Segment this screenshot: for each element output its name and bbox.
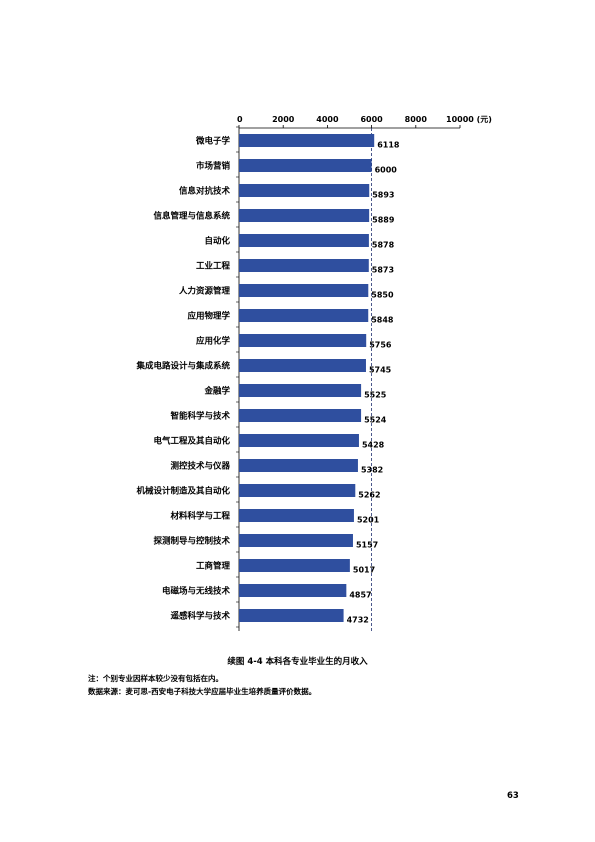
category-label: 测控技术与仪器 <box>170 461 230 472</box>
x-tick-label: 6000 <box>360 115 383 124</box>
category-label: 信息管理与信息系统 <box>153 211 230 222</box>
value-label: 5157 <box>356 541 378 550</box>
bar <box>239 609 344 622</box>
value-label: 5524 <box>364 416 387 425</box>
bar <box>239 534 353 547</box>
value-label: 6000 <box>375 166 398 175</box>
category-label: 市场营销 <box>196 161 231 172</box>
bar <box>239 309 369 322</box>
category-label: 微电子学 <box>195 136 231 147</box>
value-label: 5873 <box>372 266 394 275</box>
category-label: 机械设计制造及其自动化 <box>136 486 230 497</box>
category-label: 电气工程及其自动化 <box>153 436 230 447</box>
value-label: 5745 <box>369 366 392 375</box>
bar <box>239 334 367 347</box>
bar <box>239 134 375 147</box>
category-label: 集成电路设计与集成系统 <box>135 361 230 372</box>
value-label: 5889 <box>372 216 395 225</box>
value-label: 5878 <box>372 241 395 250</box>
bar <box>239 484 356 497</box>
data-source-note: 数据来源：麦可思-西安电子科技大学应届毕业生培养质量评价数据。 <box>88 687 317 696</box>
value-label: 5201 <box>357 516 380 525</box>
x-tick-label: 0 <box>237 115 243 124</box>
bar <box>239 509 354 522</box>
x-tick-label: 10000 (元) <box>446 115 492 124</box>
category-label: 应用物理学 <box>187 311 230 322</box>
category-label: 人力资源管理 <box>179 286 231 297</box>
category-label: 电磁场与无线技术 <box>162 586 231 597</box>
x-tick-label: 2000 <box>272 115 295 124</box>
figure-caption: 续图 4-4 本科各专业毕业生的月收入 <box>227 657 368 667</box>
bar <box>239 459 358 472</box>
bar <box>239 434 359 447</box>
category-label: 工业工程 <box>196 261 231 272</box>
value-label: 5525 <box>364 391 387 400</box>
value-label: 5848 <box>371 316 394 325</box>
footnote: 注：个别专业因样本较少没有包括在内。 <box>88 674 223 683</box>
category-label: 探测制导与控制技术 <box>153 536 230 547</box>
value-label: 5893 <box>372 191 394 200</box>
category-label: 工商管理 <box>196 561 231 572</box>
category-label: 应用化学 <box>196 336 231 347</box>
category-label: 材料科学与工程 <box>169 511 230 522</box>
value-label: 5428 <box>362 441 385 450</box>
category-label: 遥感科学与技术 <box>170 611 230 622</box>
bar <box>239 584 347 597</box>
bar <box>239 259 369 272</box>
bar <box>239 409 362 422</box>
x-tick-label: 4000 <box>316 115 339 124</box>
bar <box>239 284 369 297</box>
category-label: 智能科学与技术 <box>169 411 230 422</box>
value-label: 4732 <box>347 616 369 625</box>
bar <box>239 359 366 372</box>
category-label: 信息对抗技术 <box>179 186 231 197</box>
value-label: 5262 <box>358 491 380 500</box>
value-label: 5382 <box>361 466 383 475</box>
bar <box>239 559 350 572</box>
bar <box>239 384 362 397</box>
bar <box>239 159 372 172</box>
x-tick-label: 8000 <box>405 115 428 124</box>
bar <box>239 184 370 197</box>
value-label: 5017 <box>353 566 375 575</box>
bar <box>239 234 369 247</box>
category-label: 自动化 <box>204 236 230 247</box>
page-number: 63 <box>507 791 519 801</box>
value-label: 4857 <box>349 591 371 600</box>
value-label: 5850 <box>371 291 394 300</box>
category-labels: 微电子学市场营销信息对抗技术信息管理与信息系统自动化工业工程人力资源管理应用物理… <box>135 136 230 622</box>
bars <box>239 134 375 622</box>
value-labels: 6118 6000 5893 5889 5878 5873 5850 5848 5756 5745… <box>347 141 400 625</box>
category-label: 金融学 <box>203 386 230 397</box>
value-label: 5756 <box>369 341 392 350</box>
value-label: 6118 <box>377 141 400 150</box>
bar <box>239 209 370 222</box>
